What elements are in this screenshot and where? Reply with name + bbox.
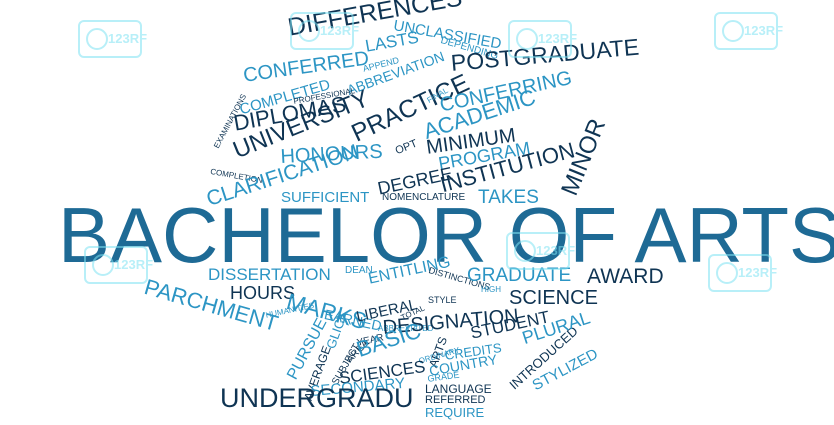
word-sufficient: SUFFICIENT bbox=[281, 189, 370, 206]
word-takes: TAKES bbox=[478, 187, 539, 208]
watermark-camera-icon bbox=[86, 28, 108, 50]
watermark-text: 123RF bbox=[738, 265, 778, 280]
watermark-text: 123RF bbox=[320, 23, 360, 38]
watermark-logo: 123RF bbox=[290, 12, 359, 50]
watermark-logo: 123RF bbox=[506, 232, 575, 270]
watermark-camera-icon bbox=[516, 28, 538, 50]
watermark-camera-icon bbox=[514, 240, 536, 262]
word-style: STYLE bbox=[428, 295, 457, 305]
watermark-text: 123RF bbox=[744, 23, 784, 38]
word-abbreviated: ABBREVIATED bbox=[378, 324, 434, 333]
word-bachelor-of-arts: BACHELOR OF ARTS bbox=[58, 191, 834, 279]
watermark-camera-icon bbox=[722, 20, 744, 42]
word-lasts: LASTS bbox=[363, 27, 421, 56]
word-language: LANGUAGE bbox=[425, 382, 492, 396]
watermark-camera-icon bbox=[298, 20, 320, 42]
watermark-camera-icon bbox=[716, 262, 738, 284]
watermark-text: 123RF bbox=[108, 31, 148, 46]
word-opt: OPT bbox=[393, 137, 420, 158]
watermark-logo: 123RF bbox=[508, 20, 577, 58]
watermark-text: 123RF bbox=[536, 243, 576, 258]
word-dissertation: DISSERTATION bbox=[208, 265, 331, 284]
watermark-camera-icon bbox=[92, 254, 114, 276]
watermark-logo: 123RF bbox=[708, 254, 777, 292]
watermark-logo: 123RF bbox=[84, 246, 153, 284]
watermark-logo: 123RF bbox=[78, 20, 147, 58]
word-nomenclature: NOMENCLATURE bbox=[382, 192, 466, 203]
word-award: AWARD bbox=[587, 265, 664, 288]
watermark-text: 123RF bbox=[538, 31, 578, 46]
word-graduate: GRADUATE bbox=[467, 265, 572, 286]
word-undergraduate: UNDERGRADU bbox=[220, 383, 414, 413]
watermark-logo: 123RF bbox=[714, 12, 783, 50]
word-hours: HOURS bbox=[230, 283, 296, 303]
word-require: REQUIRE bbox=[425, 405, 485, 420]
word-science: SCIENCE bbox=[509, 287, 598, 309]
watermark-text: 123RF bbox=[114, 257, 154, 272]
word-referred: REFERRED bbox=[425, 394, 486, 406]
word-high: HIGH bbox=[481, 285, 501, 294]
word-dean: DEAN bbox=[345, 265, 373, 276]
